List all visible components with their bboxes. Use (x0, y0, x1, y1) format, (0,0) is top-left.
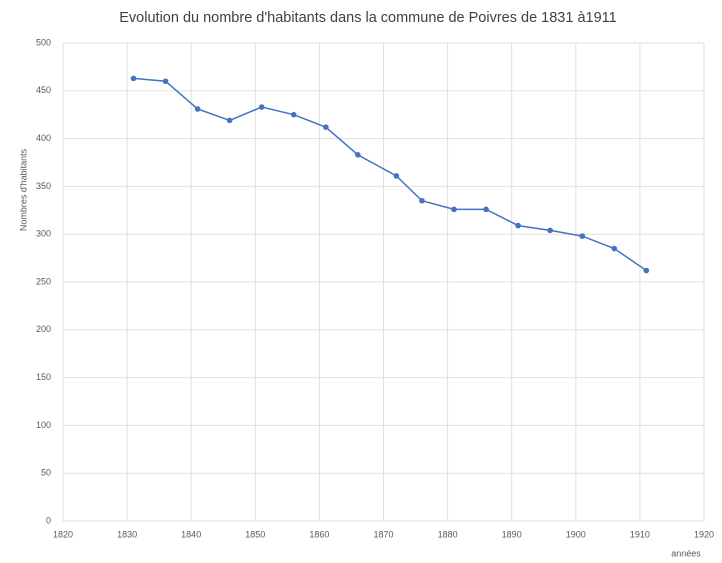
y-tick-label: 350 (36, 181, 51, 191)
data-point (393, 173, 400, 179)
data-point (547, 227, 553, 234)
y-tick-label: 400 (36, 133, 51, 143)
x-tick-label: 1860 (309, 529, 329, 539)
x-tick-label: 1870 (373, 529, 393, 539)
y-tick-label: 450 (36, 85, 51, 95)
data-point (290, 111, 297, 118)
data-point (130, 75, 137, 82)
x-tick-label: 1820 (53, 529, 73, 539)
x-tick-label: 1920 (694, 529, 714, 539)
chart-title: Evolution du nombre d'habitants dans la … (119, 10, 616, 26)
y-tick-label: 100 (36, 420, 51, 430)
y-tick-label: 200 (36, 324, 51, 334)
data-point (226, 117, 233, 124)
data-point (579, 233, 586, 239)
x-tick-label: 1910 (630, 529, 650, 539)
x-tick-label: 1850 (245, 529, 265, 539)
data-point (323, 124, 329, 130)
y-axis-label: Nombres d'habitants (18, 148, 28, 231)
data-point (611, 245, 618, 252)
x-tick-label: 1880 (438, 529, 458, 539)
data-point (515, 222, 521, 229)
x-axis-label: années (671, 548, 701, 558)
data-point (355, 152, 361, 158)
y-tick-label: 0 (46, 515, 51, 525)
data-point (419, 197, 425, 204)
y-tick-label: 250 (36, 276, 51, 286)
y-tick-label: 500 (36, 37, 51, 47)
y-tick-label: 300 (36, 229, 51, 239)
data-point (451, 206, 457, 213)
y-tick-label: 50 (41, 468, 51, 478)
x-tick-label: 1890 (502, 529, 522, 539)
y-tick-label: 150 (36, 372, 51, 382)
data-point (194, 106, 201, 112)
x-tick-label: 1900 (566, 529, 586, 539)
data-point (643, 267, 650, 274)
data-point (483, 206, 489, 213)
data-point (258, 104, 265, 110)
data-point (162, 78, 169, 85)
x-tick-label: 1830 (117, 529, 137, 539)
x-tick-label: 1840 (181, 529, 201, 539)
